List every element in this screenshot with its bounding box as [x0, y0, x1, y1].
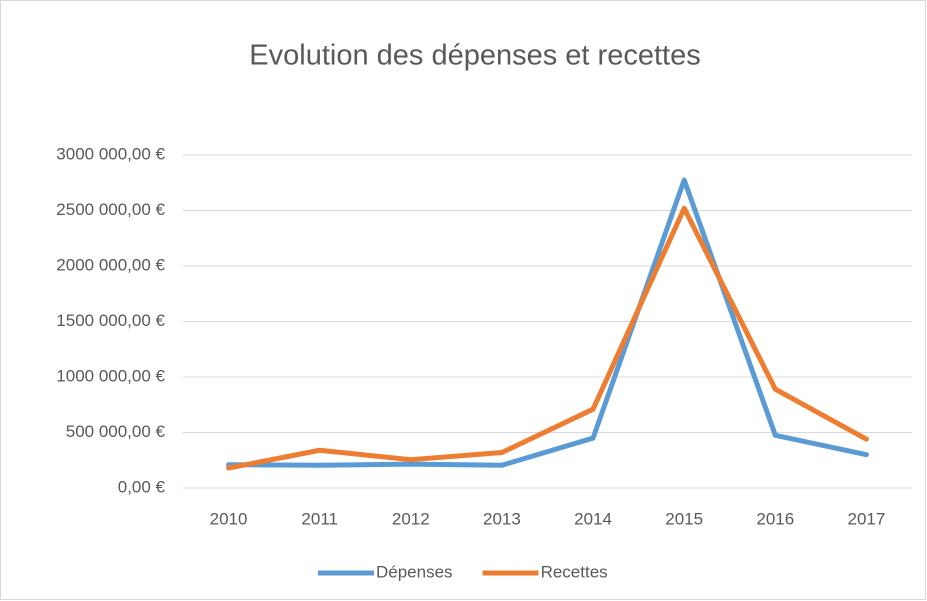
x-tick-label: 2010 — [210, 509, 248, 528]
data-line — [226, 205, 869, 471]
y-tick-label: 2000 000,00 € — [56, 255, 165, 274]
legend-label: Recettes — [541, 562, 608, 581]
x-tick-label: 2011 — [301, 509, 338, 528]
chart-title: Evolution des dépenses et recettes — [249, 40, 700, 72]
y-tick-label: 0,00 € — [118, 477, 166, 496]
x-tick-label: 2015 — [665, 509, 703, 528]
x-tick-label: 2012 — [392, 509, 430, 528]
data-line — [226, 177, 869, 468]
y-tick-label: 2500 000,00 € — [56, 200, 165, 219]
y-tick-label: 1500 000,00 € — [56, 311, 165, 330]
legend-label: Dépenses — [376, 562, 453, 581]
y-tick-label: 500 000,00 € — [66, 422, 166, 441]
x-tick-label: 2014 — [574, 509, 612, 528]
x-tick-label: 2017 — [848, 509, 886, 528]
x-tick-label: 2016 — [756, 509, 794, 528]
y-tick-label: 3000 000,00 € — [56, 144, 165, 163]
x-tick-label: 2013 — [483, 509, 521, 528]
y-tick-label: 1000 000,00 € — [56, 366, 165, 385]
